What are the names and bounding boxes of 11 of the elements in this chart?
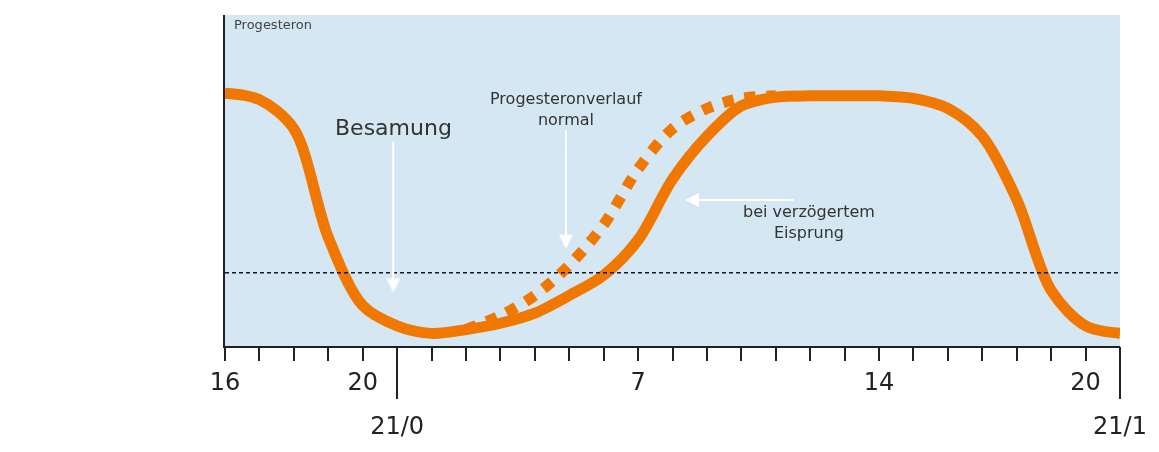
x-tick-label: 20 (1070, 367, 1101, 396)
y-axis-title: Progesteron (234, 17, 312, 32)
annotation: bei verzögertem Eisprung (743, 202, 875, 242)
x-tick-label: 21/0 (370, 411, 425, 440)
x-tick-label: 14 (863, 367, 895, 396)
annotation: Besamung (335, 115, 452, 140)
x-tick-label: 7 (630, 367, 646, 396)
annotation: Progesteronverlauf normal (490, 89, 643, 129)
x-tick-label: 21/1 (1093, 411, 1147, 440)
x-tick-label: 16 (209, 367, 241, 396)
x-tick-label: 20 (347, 367, 378, 396)
